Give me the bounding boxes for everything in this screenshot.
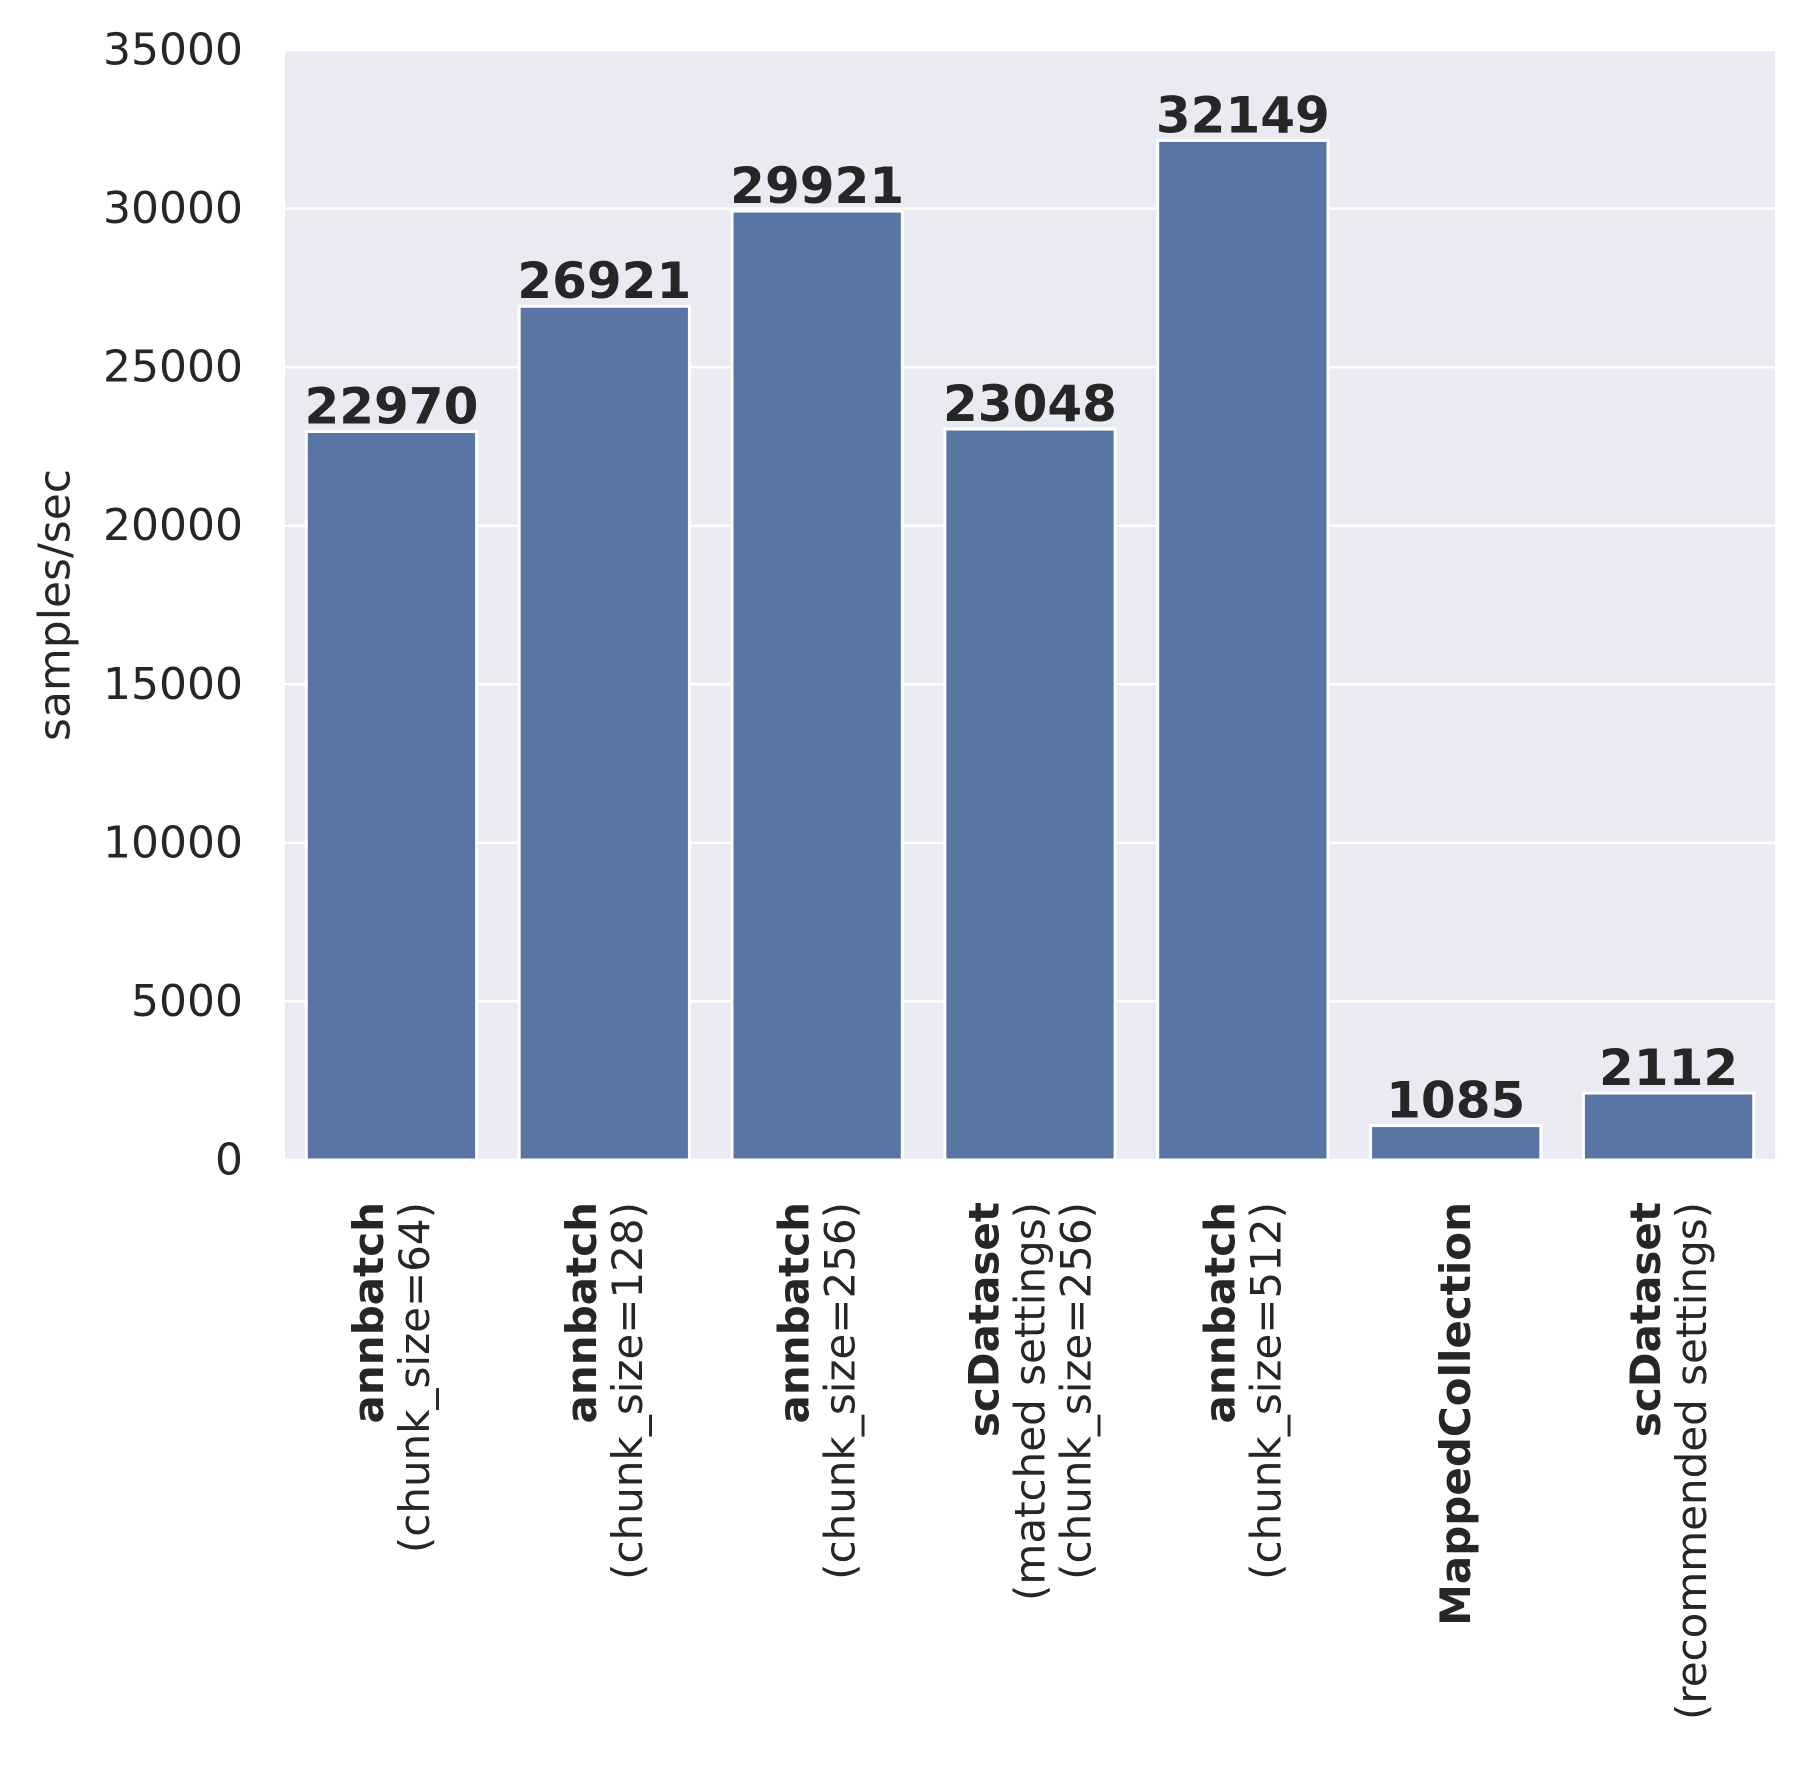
y-tick-label: 5000 xyxy=(131,976,243,1027)
value-labels: 22970 26921 29921 23048 32149 1085 2112 xyxy=(304,86,1738,1129)
y-tick-label: 20000 xyxy=(103,500,243,551)
x-tick-label-name: scDataset xyxy=(960,1202,1009,1437)
x-tick-label-detail: (chunk_size=256) xyxy=(1052,1202,1101,1580)
x-tick-label-detail: (chunk_size=64) xyxy=(390,1202,439,1553)
x-tick-label-name: annbatch xyxy=(770,1202,819,1423)
x-tick-label-detail: (chunk_size=128) xyxy=(603,1202,652,1580)
y-tick-label: 10000 xyxy=(103,817,243,868)
x-tick-label: annbatch(chunk_size=64) xyxy=(344,1202,439,1553)
y-tick-label: 35000 xyxy=(103,25,243,76)
y-tick-label: 15000 xyxy=(103,659,243,710)
bar xyxy=(517,304,691,1162)
bar-value-label: 2112 xyxy=(1599,1039,1738,1097)
x-tick-label-detail: (recommended settings) xyxy=(1667,1202,1716,1720)
y-axis-ticks: 0 5000 10000 15000 20000 25000 30000 35000 xyxy=(103,25,243,1186)
x-tick-label-name: annbatch xyxy=(557,1202,606,1423)
bar xyxy=(1369,1124,1543,1162)
bar-value-label: 29921 xyxy=(730,157,904,215)
x-tick-label-detail: (matched settings) xyxy=(1006,1202,1055,1601)
x-tick-label-name: scDataset xyxy=(1621,1202,1670,1437)
bar xyxy=(1156,138,1330,1162)
y-tick-label: 0 xyxy=(215,1135,243,1186)
bar-value-label: 26921 xyxy=(517,252,691,310)
x-tick-label-name: annbatch xyxy=(1195,1202,1244,1423)
x-tick-label: annbatch(chunk_size=512) xyxy=(1195,1202,1290,1580)
bars xyxy=(304,138,1756,1162)
x-tick-label: MappedCollection xyxy=(1431,1202,1480,1626)
bar xyxy=(943,427,1117,1162)
y-tick-label: 30000 xyxy=(103,183,243,234)
bar-value-label: 23048 xyxy=(943,375,1117,433)
bar xyxy=(730,209,904,1162)
bar-value-label: 32149 xyxy=(1156,86,1330,144)
x-tick-label: annbatch(chunk_size=128) xyxy=(557,1202,652,1580)
x-tick-label: scDataset(recommended settings) xyxy=(1621,1202,1716,1720)
bar-value-label: 1085 xyxy=(1386,1072,1525,1130)
y-tick-label: 25000 xyxy=(103,342,243,393)
x-tick-label-name: annbatch xyxy=(344,1202,393,1423)
x-tick-label-detail: (chunk_size=512) xyxy=(1241,1202,1290,1580)
x-tick-label-name: MappedCollection xyxy=(1431,1202,1480,1626)
y-axis-label: samples/sec xyxy=(30,469,81,741)
x-tick-label-detail: (chunk_size=256) xyxy=(816,1202,865,1580)
bar xyxy=(1581,1091,1756,1162)
bar-value-label: 22970 xyxy=(304,378,478,436)
x-axis-categories: annbatch(chunk_size=64) annbatch(chunk_si… xyxy=(344,1202,1716,1720)
x-tick-label: scDataset(matched settings)(chunk_size=2… xyxy=(960,1202,1101,1601)
bar xyxy=(304,430,479,1162)
x-tick-label: annbatch(chunk_size=256) xyxy=(770,1202,865,1580)
